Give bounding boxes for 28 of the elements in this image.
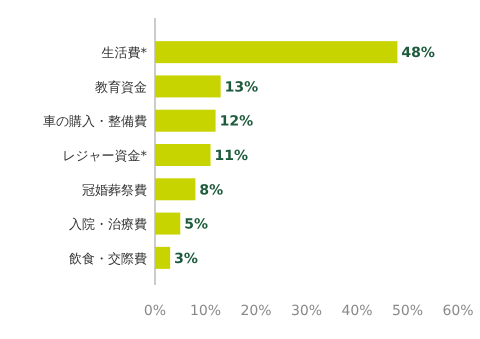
x-tick-label: 20% [240,303,272,319]
x-tick-label: 60% [442,303,474,319]
bar [155,75,221,98]
bar [155,246,170,269]
data-label: 48% [401,45,435,62]
bar [155,212,180,235]
y-tick-label: 入院・治療費 [69,218,147,233]
data-label: 3% [174,250,198,267]
bar [155,144,211,166]
y-tick-label: 生活費* [102,46,148,62]
bar [155,41,398,64]
y-tick-label: 教育資金 [95,79,147,96]
y-tick-label: 飲食・交際費 [69,250,147,267]
data-label: 11% [214,148,248,164]
x-tick-label: 0% [144,303,166,319]
x-tick-label: 10% [190,303,222,319]
x-tick-label: 30% [290,303,322,319]
x-tick-label: 40% [341,303,373,319]
y-tick-label: レジャー資金* [62,149,148,164]
y-tick-label: 車の購入・整備費 [43,114,147,130]
x-tick-label: 50% [392,303,424,319]
data-label: 12% [220,114,254,130]
y-tick-label: 冠婚葬祭費 [82,183,147,198]
data-label: 8% [199,182,224,198]
bar [155,178,196,200]
bar [155,110,216,132]
data-label: 13% [224,79,258,96]
data-label: 5% [184,216,208,233]
